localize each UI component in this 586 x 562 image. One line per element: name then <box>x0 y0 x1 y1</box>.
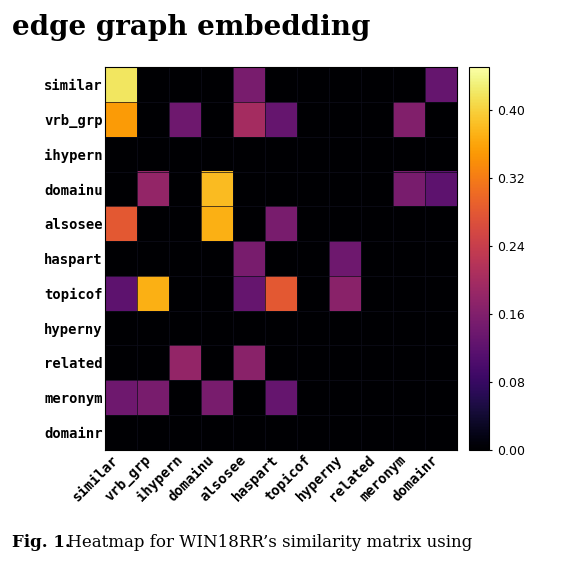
Text: Heatmap for WIN18RR’s similarity matrix using: Heatmap for WIN18RR’s similarity matrix … <box>62 534 472 551</box>
Text: edge graph embedding: edge graph embedding <box>12 14 370 41</box>
Text: Fig. 1.: Fig. 1. <box>12 534 70 551</box>
